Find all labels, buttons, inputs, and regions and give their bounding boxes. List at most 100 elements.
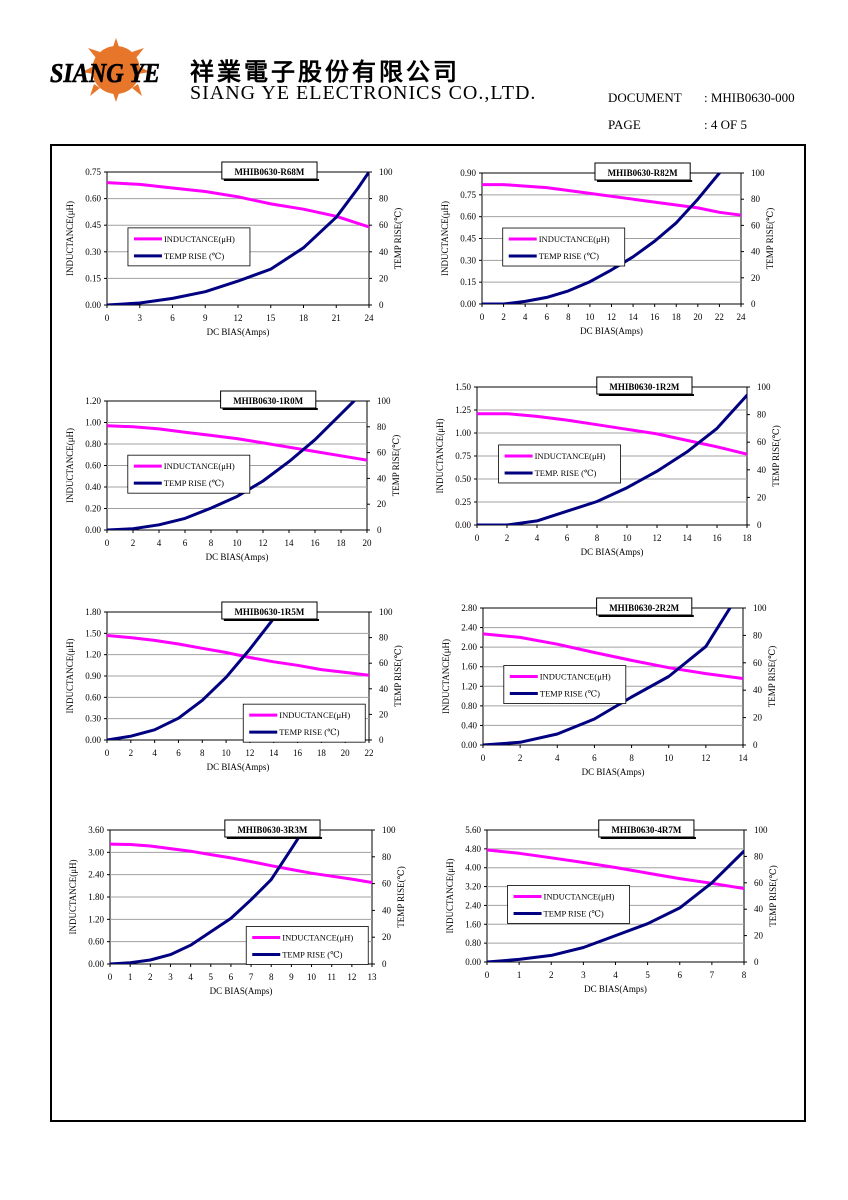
y-axis-label: INDUCTANCE(μH) — [435, 418, 445, 493]
x-tick-label: 14 — [629, 312, 639, 322]
x-tick-label: 10 — [664, 753, 674, 763]
x-tick-label: 12 — [234, 313, 243, 323]
y2-tick-label: 0 — [753, 740, 758, 750]
chart-6: 0.000.400.801.201.602.002.402.8002040608… — [441, 597, 777, 777]
y2-tick-label: 100 — [377, 396, 391, 406]
legend: INDUCTANCE(μH) TEMP RISE (℃) — [127, 227, 251, 267]
y-tick-label: 0.45 — [85, 220, 101, 230]
y2-axis-label: TEMP RISE(℃) — [771, 425, 781, 486]
legend-entry: INDUCTANCE(μH) — [164, 234, 235, 244]
chart-3: 0.000.200.400.600.801.001.20020406080100… — [65, 390, 401, 562]
y-tick-label: 0.00 — [461, 740, 477, 750]
y2-tick-label: 0 — [754, 957, 759, 967]
legend-entry: TEMP RISE (℃) — [540, 689, 600, 699]
x-axis-label: DC BIAS(Amps) — [210, 986, 273, 996]
y-axis-label: INDUCTANCE(μH) — [68, 859, 78, 934]
chart-1: 0.00 0.15 0.30 0.45 0.60 0.75 0 20 40 60 80 100 0 3 6 9… — [65, 161, 403, 337]
x-tick-label: 9 — [289, 972, 294, 982]
legend-entry: TEMP RISE (℃) — [282, 949, 342, 959]
legend: INDUCTANCE(μH) TEMP RISE (℃) — [127, 454, 251, 494]
legend-box — [127, 454, 251, 494]
y2-tick-label: 80 — [377, 422, 387, 432]
x-tick-label: 6 — [592, 753, 597, 763]
y2-tick-label: 0 — [379, 300, 384, 310]
y2-tick-label: 0 — [751, 299, 756, 309]
x-tick-label: 6 — [170, 313, 175, 323]
y-tick-label: 1.50 — [85, 628, 101, 638]
legend: INDUCTANCE(μH) TEMP RISE (℃) — [245, 926, 369, 965]
y-tick-label: 0.15 — [85, 273, 101, 283]
y-tick-label: 0.25 — [455, 497, 471, 507]
x-axis-label: DC BIAS(Amps) — [580, 326, 643, 336]
chart-4: 0.000.250.500.751.001.251.50020406080100… — [435, 376, 781, 557]
y-tick-label: 0.00 — [85, 525, 101, 535]
y-tick-label: 1.00 — [455, 428, 471, 438]
x-tick-label: 0 — [485, 970, 490, 980]
y2-tick-label: 60 — [379, 220, 389, 230]
y2-tick-label: 100 — [382, 825, 396, 835]
x-tick-label: 7 — [710, 970, 715, 980]
y-tick-label: 0.60 — [85, 692, 101, 702]
y-tick-label: 2.00 — [461, 642, 477, 652]
y2-tick-label: 80 — [751, 194, 761, 204]
inductance-line — [107, 424, 367, 462]
y-tick-label: 0.75 — [85, 167, 101, 177]
y2-tick-label: 100 — [753, 603, 767, 613]
chart-title: MHIB0630-3R3M — [237, 825, 307, 835]
y2-tick-label: 100 — [751, 168, 765, 178]
legend-entry: TEMP RISE (℃) — [164, 478, 224, 488]
y2-tick-label: 80 — [757, 410, 767, 420]
y2-axis-label: TEMP RISE(℃) — [767, 646, 777, 707]
y-tick-label: 0.15 — [460, 277, 476, 287]
y2-tick-label: 20 — [382, 932, 392, 942]
x-tick-label: 2 — [549, 970, 554, 980]
x-tick-label: 22 — [715, 312, 724, 322]
x-tick-label: 2 — [131, 538, 136, 548]
x-tick-label: 14 — [269, 748, 279, 758]
x-tick-label: 2 — [501, 312, 506, 322]
chart-7: 0.000.601.201.802.403.003.60020406080100… — [68, 819, 406, 996]
legend-entry: INDUCTANCE(μH) — [540, 672, 611, 682]
y-tick-label: 0.80 — [461, 701, 477, 711]
chart-title: MHIB0630-2R2M — [609, 603, 679, 613]
x-tick-label: 14 — [683, 533, 693, 543]
legend-entry: INDUCTANCE(μH) — [539, 234, 610, 244]
x-tick-label: 24 — [737, 312, 747, 322]
chart-title: MHIB0630-R68M — [234, 167, 304, 177]
y-tick-label: 3.60 — [88, 825, 104, 835]
x-axis-label: DC BIAS(Amps) — [207, 327, 270, 337]
temp-rise-line — [477, 393, 747, 525]
x-tick-label: 15 — [266, 313, 276, 323]
y-tick-label: 1.20 — [88, 914, 104, 924]
y-axis-label: INDUCTANCE(μH) — [65, 638, 75, 713]
temp-rise-line — [107, 612, 282, 740]
x-tick-label: 0 — [481, 753, 486, 763]
inductance-line — [487, 848, 744, 890]
y2-tick-label: 20 — [379, 709, 389, 719]
y2-axis-label: TEMP RISE(℃) — [765, 208, 775, 269]
y-tick-label: 1.60 — [465, 919, 481, 929]
x-tick-label: 1 — [128, 972, 133, 982]
x-tick-label: 8 — [566, 312, 571, 322]
page-value: : 4 OF 5 — [704, 117, 747, 132]
x-tick-label: 10 — [585, 312, 595, 322]
y2-tick-label: 40 — [382, 905, 392, 915]
x-tick-label: 6 — [565, 533, 570, 543]
company-name-chinese: 祥業電子股份有限公司 — [190, 57, 460, 86]
y2-tick-label: 100 — [757, 382, 771, 392]
x-tick-label: 16 — [650, 312, 660, 322]
legend: INDUCTANCE(μH) TEMP RISE (℃) — [242, 703, 366, 743]
y2-tick-label: 40 — [753, 685, 763, 695]
y2-tick-label: 0 — [757, 520, 762, 530]
inductance-line — [107, 181, 369, 229]
legend-entry: TEMP RISE (℃) — [539, 251, 599, 261]
y2-tick-label: 60 — [379, 658, 389, 668]
y-axis-label: INDUCTANCE(μH) — [65, 428, 75, 503]
x-tick-label: 0 — [105, 313, 110, 323]
legend-entry: TEMP RISE (℃) — [279, 727, 339, 737]
x-tick-label: 6 — [183, 538, 188, 548]
legend-entry: INDUCTANCE(μH) — [535, 451, 606, 461]
legend-box — [245, 926, 369, 965]
y-tick-label: 5.60 — [465, 825, 481, 835]
inductance-line — [477, 412, 747, 456]
